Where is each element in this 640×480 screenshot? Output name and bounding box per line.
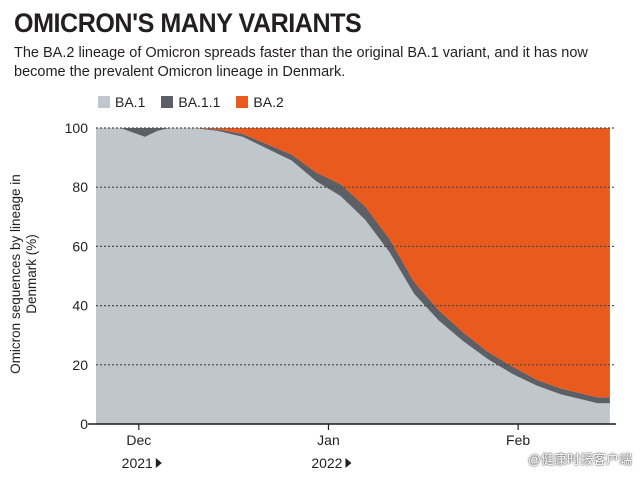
x-year-label-2022: 2022 [311,455,342,471]
legend-item-ba2: BA.2 [236,94,284,110]
x-tick-label-feb: Feb [506,432,530,448]
area-ba1 [96,128,610,424]
legend-item-ba11: BA.1.1 [161,94,220,110]
legend-item-ba1: BA.1 [98,94,145,110]
x-year-label-2021: 2021 [122,455,153,471]
y-tick-label-40: 40 [72,298,88,314]
x-tick-label-jan: Jan [317,432,340,448]
watermark: @健康时报客户端 [527,452,632,467]
legend-label-ba11: BA.1.1 [178,94,221,110]
legend: BA.1 BA.1.1 BA.2 [98,94,284,110]
legend-label-ba1: BA.1 [115,94,146,110]
legend-swatch-ba11 [161,96,174,108]
y-tick-label-100: 100 [65,120,89,136]
legend-swatch-ba1 [98,96,110,108]
area-ba2 [96,128,610,398]
y-tick-label-80: 80 [72,179,88,195]
chart-title: OMICRON'S MANY VARIANTS [14,8,362,38]
y-tick-label-0: 0 [80,416,88,432]
year-arrow-icon-2021 [155,458,162,468]
x-tick-label-dec: Dec [126,432,151,448]
legend-swatch-ba2 [236,96,249,108]
year-arrow-icon-2022 [345,458,352,468]
y-tick-label-60: 60 [72,238,88,254]
chart-subtitle: The BA.2 lineage of Omicron spreads fast… [14,45,588,80]
y-tick-label-20: 20 [72,357,88,373]
legend-label-ba2: BA.2 [253,94,284,110]
